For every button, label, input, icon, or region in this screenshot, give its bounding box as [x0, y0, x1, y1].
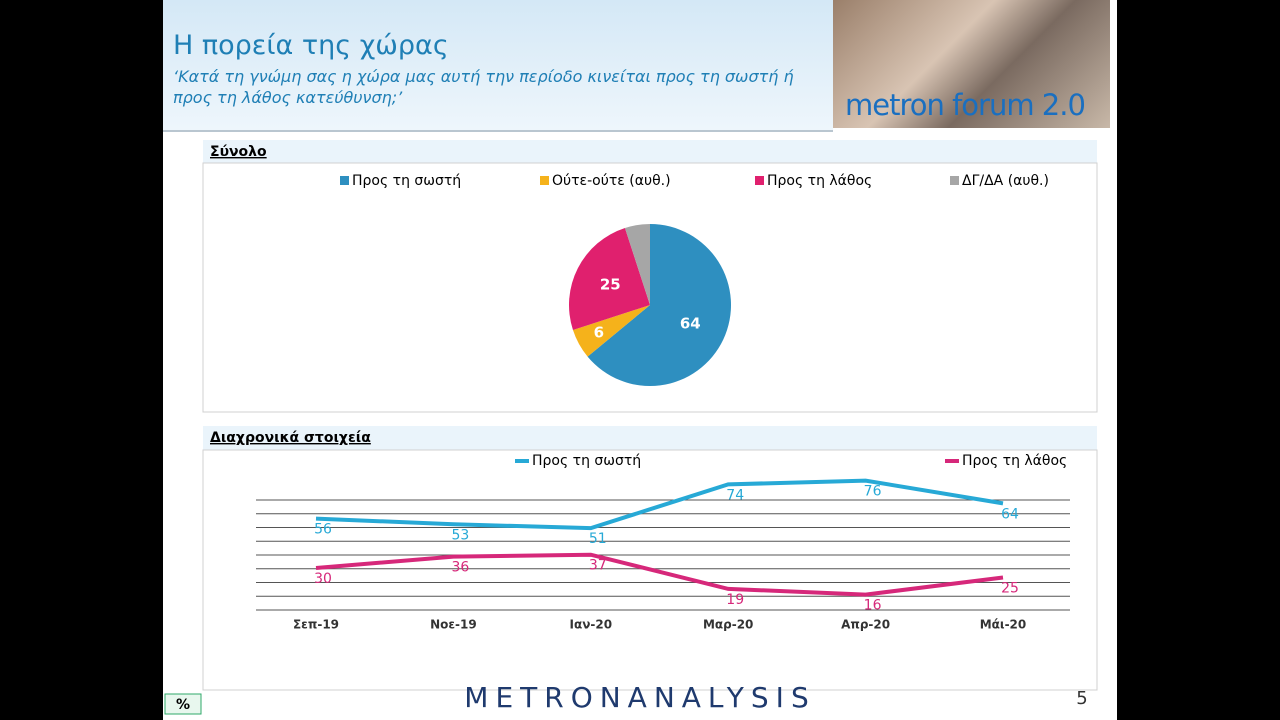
data-label: 64	[680, 314, 701, 332]
data-label: 37	[589, 558, 607, 574]
section-band	[203, 140, 1097, 163]
x-tick-label: Νοε-19	[430, 618, 477, 632]
section-title: Σύνολο	[210, 144, 267, 160]
logo-text: metron forum 2.0	[845, 88, 1086, 122]
data-label: 16	[864, 598, 882, 614]
unit-label: %	[176, 697, 190, 713]
legend-label: Προς τη σωστή	[532, 453, 641, 469]
slide-subtitle: ‘Κατά τη γνώμη σας η χώρα μας αυτή την π…	[173, 67, 794, 107]
data-label: 36	[451, 560, 469, 576]
legend-swatch	[950, 176, 959, 185]
data-label: 56	[314, 522, 332, 538]
section-band	[203, 426, 1097, 450]
data-label: 19	[726, 592, 744, 608]
data-label: 30	[314, 571, 332, 587]
data-label: 25	[600, 275, 621, 293]
data-label: 51	[589, 531, 607, 547]
pie-slice	[572, 305, 650, 357]
slide-title: Η πορεία της χώρας	[173, 30, 449, 61]
x-tick-label: Μαρ-20	[703, 618, 753, 632]
x-tick-label: Ιαν-20	[570, 618, 613, 632]
unit-box	[164, 693, 202, 715]
data-label: 6	[594, 324, 604, 342]
data-label: 53	[451, 527, 469, 543]
legend-swatch	[540, 176, 549, 185]
legend-swatch	[340, 176, 349, 185]
logo-image	[833, 0, 1110, 128]
legend-swatch	[755, 176, 764, 185]
pie-slice	[624, 224, 650, 305]
x-tick-label: Σεπ-19	[293, 618, 339, 632]
chart-frame	[202, 449, 1098, 691]
data-label: 25	[1001, 581, 1019, 597]
header-band	[163, 0, 833, 132]
x-tick-label: Μάι-20	[980, 618, 1027, 632]
legend-label: Προς τη σωστή	[352, 173, 461, 189]
data-label: 74	[726, 487, 744, 503]
pie-slice	[587, 224, 731, 386]
legend-label: Ούτε-ούτε (αυθ.)	[552, 173, 671, 189]
data-label: 76	[864, 484, 882, 500]
legend-label: Προς τη λάθος	[962, 453, 1067, 469]
legend-label: Προς τη λάθος	[767, 173, 872, 189]
series-line	[315, 478, 1004, 531]
legend-label: ΔΓ/ΔΑ (αυθ.)	[962, 173, 1049, 189]
data-label: 64	[1001, 506, 1019, 522]
series-line	[315, 552, 1004, 597]
brand: METRONANALYSIS	[464, 681, 815, 714]
section-title: Διαχρονικά στοιχεία	[210, 430, 371, 446]
pie-slice	[569, 227, 650, 331]
x-tick-label: Απρ-20	[841, 618, 890, 632]
page-number: 5	[1076, 688, 1087, 709]
chart-frame	[202, 162, 1098, 413]
